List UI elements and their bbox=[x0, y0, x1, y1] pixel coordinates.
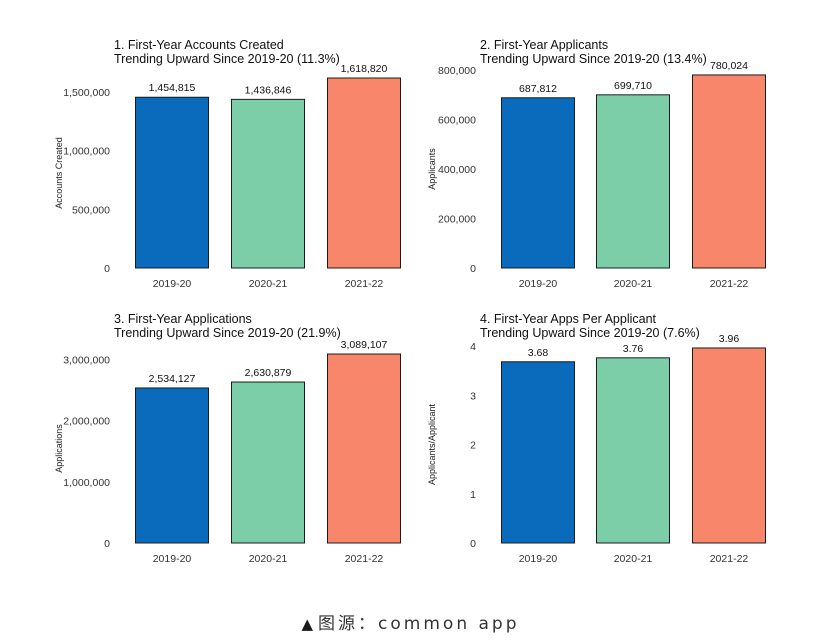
chart-4-y-tick-label: 2 bbox=[470, 440, 476, 452]
image-caption: ▲ 图源：common app bbox=[0, 609, 821, 634]
chart-3-data-label: 3,089,107 bbox=[341, 339, 388, 351]
chart-2-x-tick-label: 2021-22 bbox=[710, 278, 749, 290]
chart-1-y-tick-label: 1,000,000 bbox=[63, 146, 110, 158]
chart-3-data-label: 2,630,879 bbox=[245, 367, 292, 379]
chart-3-title: 3. First-Year Applications bbox=[114, 312, 252, 326]
chart-1-bar-2020-21 bbox=[231, 98, 305, 269]
chart-4-y-axis-label: Applicants/Applicant bbox=[427, 403, 437, 485]
chart-1-bar-2019-20 bbox=[135, 96, 209, 269]
chart-1-y-axis-label: Accounts Created bbox=[54, 137, 64, 209]
chart-2-data-label: 687,812 bbox=[519, 83, 557, 95]
chart-2-y-axis-label: Applicants bbox=[427, 148, 437, 190]
chart-2-data-label: 699,710 bbox=[614, 80, 652, 92]
chart-1-data-label: 1,618,820 bbox=[341, 63, 388, 75]
chart-4-x-tick-label: 2020-21 bbox=[614, 553, 653, 565]
chart-4-y-tick-label: 4 bbox=[470, 341, 476, 353]
chart-4-y-tick-label: 3 bbox=[470, 390, 476, 402]
chart-3-x-tick-label: 2019-20 bbox=[153, 553, 192, 565]
chart-3-bar-2020-21 bbox=[231, 381, 305, 544]
chart-1-y-tick-label: 0 bbox=[104, 263, 110, 275]
chart-4-y-tick-label: 1 bbox=[470, 489, 476, 501]
chart-4-subtitle: Trending Upward Since 2019-20 (7.6%) bbox=[480, 326, 700, 340]
chart-2-x-tick-label: 2020-21 bbox=[614, 278, 653, 290]
chart-4-x-tick-label: 2019-20 bbox=[519, 553, 558, 565]
chart-3-x-tick-label: 2020-21 bbox=[249, 553, 288, 565]
chart-4-x-tick-label: 2021-22 bbox=[710, 553, 749, 565]
chart-2-y-tick-label: 600,000 bbox=[438, 115, 476, 127]
chart-1-data-label: 1,436,846 bbox=[245, 84, 292, 96]
chart-2-title: 2. First-Year Applicants bbox=[480, 38, 608, 52]
chart-4-bar-2020-21 bbox=[596, 357, 670, 544]
chart-2-bar-2021-22 bbox=[692, 74, 766, 269]
caption-source-text: 图源：common app bbox=[318, 614, 520, 634]
chart-3-y-tick-label: 1,000,000 bbox=[63, 477, 110, 489]
chart-3-y-axis-label: Applications bbox=[54, 424, 64, 473]
chart-2-data-label: 780,024 bbox=[710, 60, 748, 72]
chart-2-x-tick-label: 2019-20 bbox=[519, 278, 558, 290]
chart-1-y-tick-label: 1,500,000 bbox=[63, 87, 110, 99]
chart-2-subtitle: Trending Upward Since 2019-20 (13.4%) bbox=[480, 52, 707, 66]
chart-1-x-tick-label: 2020-21 bbox=[249, 278, 288, 290]
chart-3-bar-2021-22 bbox=[327, 353, 401, 544]
chart-3-subtitle: Trending Upward Since 2019-20 (21.9%) bbox=[114, 326, 341, 340]
chart-3-bar-2019-20 bbox=[135, 387, 209, 544]
chart-3-y-tick-label: 3,000,000 bbox=[63, 354, 110, 366]
chart-2-bar-2020-21 bbox=[596, 94, 670, 269]
chart-1-bar-2021-22 bbox=[327, 77, 401, 269]
chart-3-y-tick-label: 2,000,000 bbox=[63, 416, 110, 428]
chart-4-data-label: 3.96 bbox=[719, 333, 740, 345]
chart-4-title: 4. First-Year Apps Per Applicant bbox=[480, 312, 657, 326]
chart-2-y-tick-label: 400,000 bbox=[438, 164, 476, 176]
chart-2-y-tick-label: 800,000 bbox=[438, 65, 476, 77]
chart-1-data-label: 1,454,815 bbox=[149, 82, 196, 94]
chart-4-bar-2019-20 bbox=[501, 361, 575, 544]
chart-3-data-label: 2,534,127 bbox=[149, 373, 196, 385]
chart-1-x-tick-label: 2019-20 bbox=[153, 278, 192, 290]
chart-4-data-label: 3.76 bbox=[623, 343, 644, 355]
chart-3-x-tick-label: 2021-22 bbox=[345, 553, 384, 565]
chart-2-y-tick-label: 200,000 bbox=[438, 214, 476, 226]
chart-4-data-label: 3.68 bbox=[528, 347, 549, 359]
chart-2-y-tick-label: 0 bbox=[470, 263, 476, 275]
triangle-icon: ▲ bbox=[301, 615, 317, 633]
chart-1-title: 1. First-Year Accounts Created bbox=[114, 38, 284, 52]
chart-4-y-tick-label: 0 bbox=[470, 538, 476, 550]
chart-2-bar-2019-20 bbox=[501, 97, 575, 269]
chart-3-y-tick-label: 0 bbox=[104, 538, 110, 550]
chart-1-y-tick-label: 500,000 bbox=[72, 204, 110, 216]
chart-1-subtitle: Trending Upward Since 2019-20 (11.3%) bbox=[114, 52, 340, 66]
chart-panel-4: 4. First-Year Apps Per ApplicantTrending… bbox=[427, 312, 766, 565]
chart-1-x-tick-label: 2021-22 bbox=[345, 278, 384, 290]
chart-4-bar-2021-22 bbox=[692, 347, 766, 544]
